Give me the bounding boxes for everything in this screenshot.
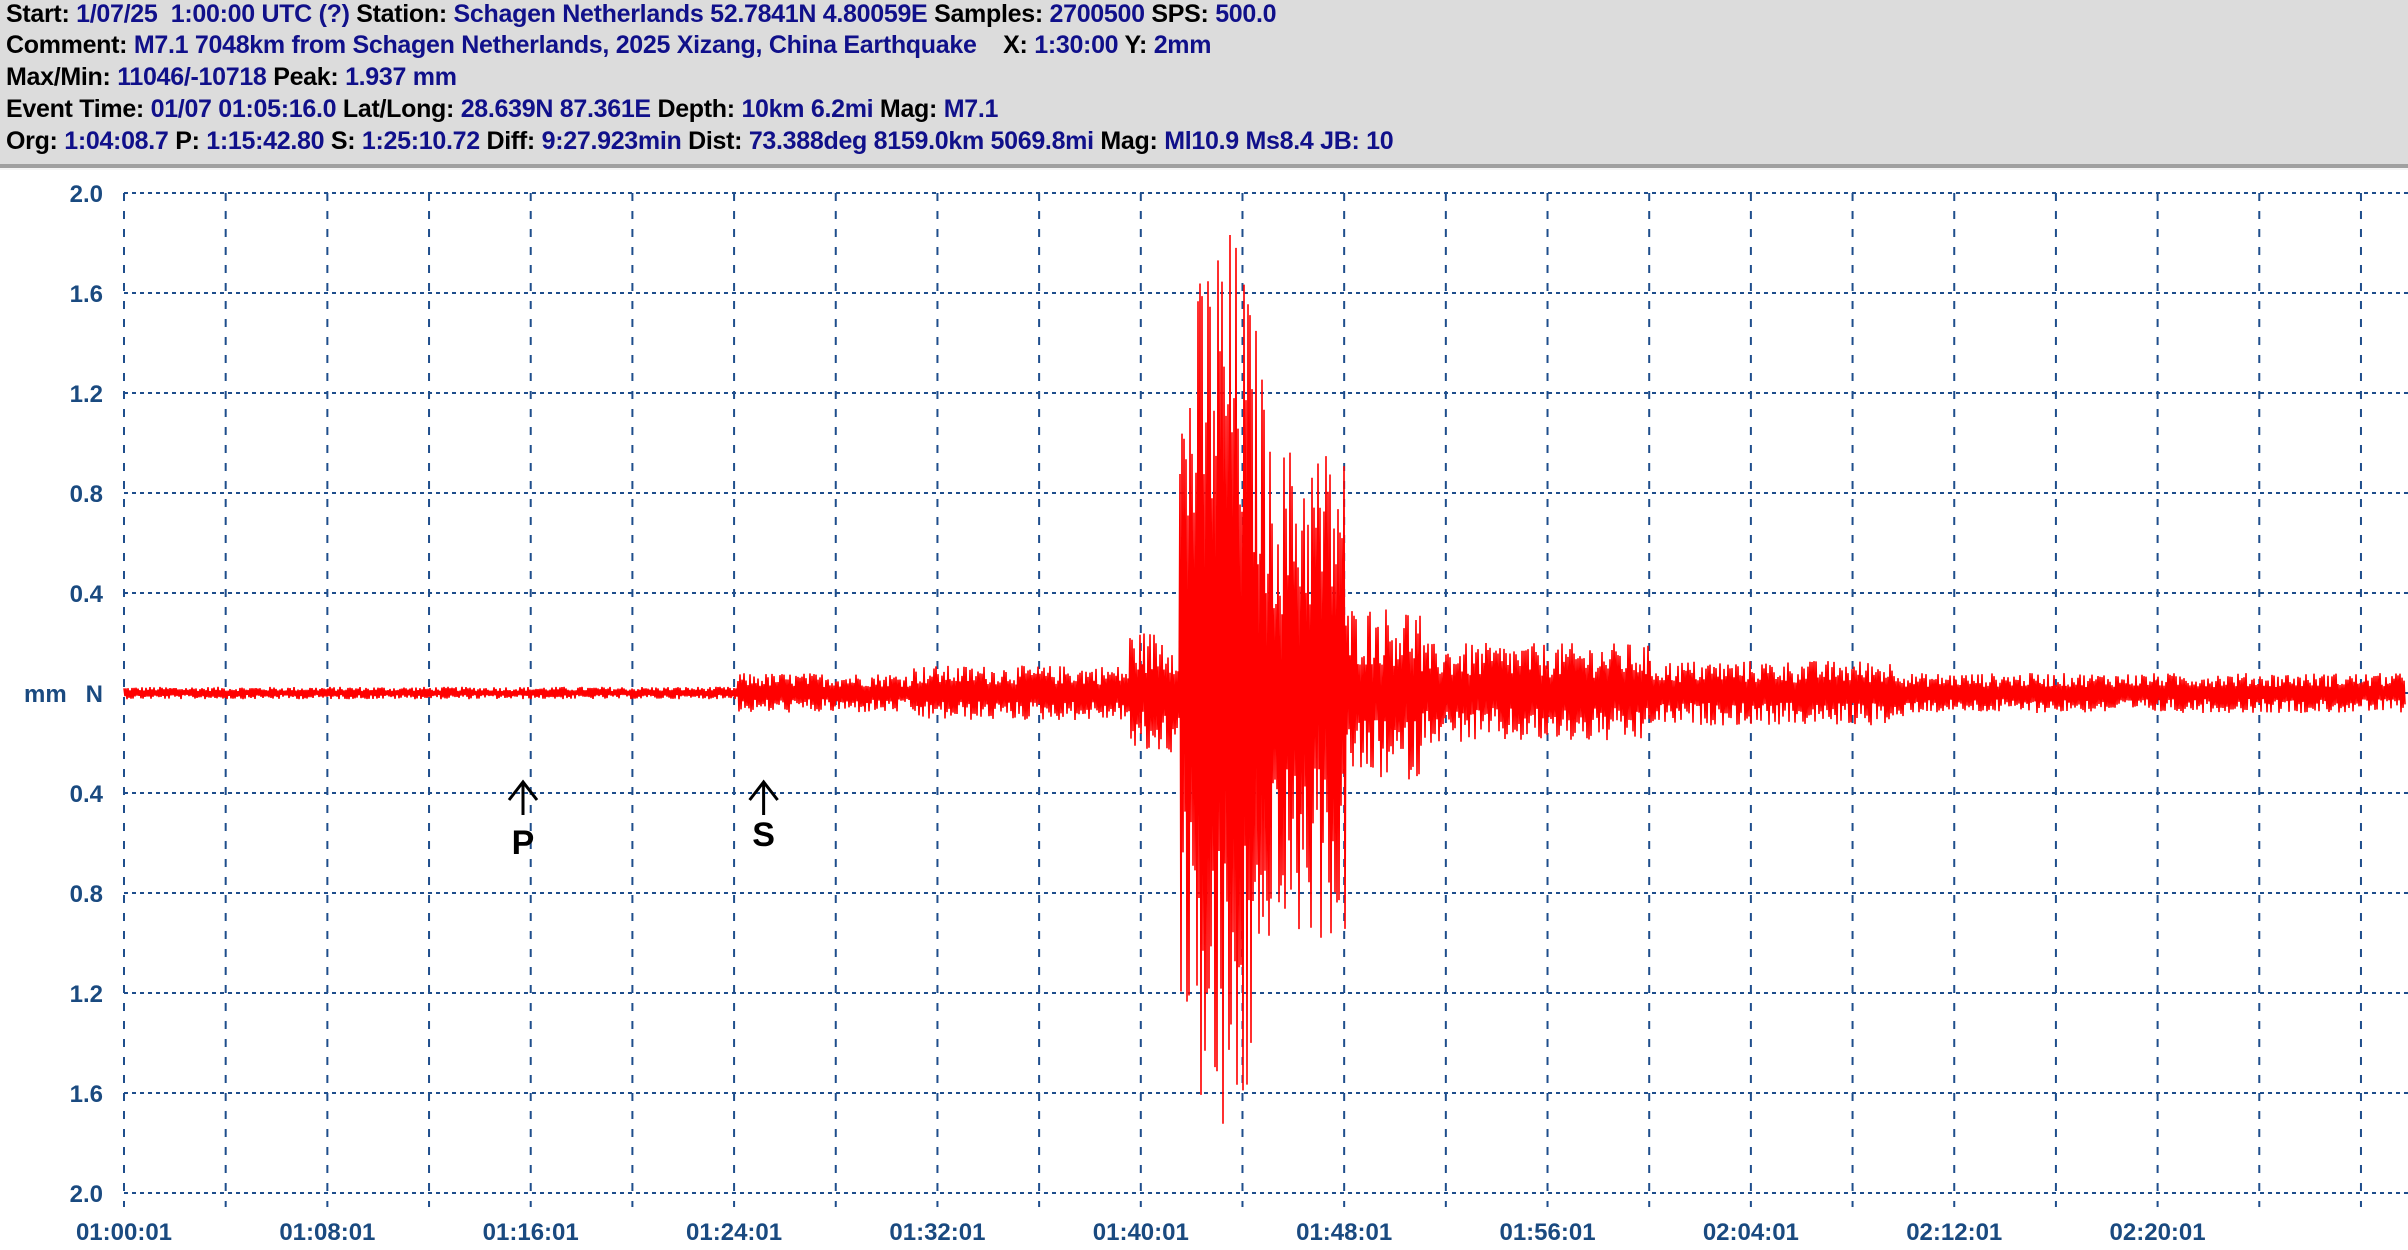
phase-label: S bbox=[752, 816, 775, 854]
header-label: Station: bbox=[349, 0, 454, 28]
phase-arrow-icon bbox=[507, 779, 539, 815]
header-value: 73.388deg 8159.0km 5069.8mi bbox=[748, 127, 1094, 155]
x-tick-label: 01:48:01 bbox=[1296, 1219, 1392, 1246]
x-tick-label: 01:16:01 bbox=[483, 1219, 579, 1246]
header-row-1: Start: 1/07/25 1:00:00 UTC (?) Station: … bbox=[6, 0, 1277, 29]
header-label: Y: bbox=[1118, 31, 1154, 59]
header-value: Ml10.9 Ms8.4 JB: 10 bbox=[1164, 127, 1394, 155]
header-value: 1/07/25 1:00:00 UTC (?) bbox=[76, 0, 350, 28]
y-axis: 2.0 1.6 1.2 0.8 0.4 N 0.4 0.8 1.2 1.6 2.0 mm bbox=[24, 181, 104, 1208]
header-label: Samples: bbox=[927, 0, 1050, 28]
header-row-3: Max/Min: 11046/-10718 Peak: 1.937 mm bbox=[6, 63, 457, 92]
header-label: Max/Min: bbox=[6, 63, 118, 91]
header-label: P: bbox=[168, 127, 207, 155]
y-tick-label: 1.6 bbox=[70, 1081, 103, 1108]
y-tick-label: 2.0 bbox=[70, 1181, 103, 1208]
header-value: 1.937 mm bbox=[345, 63, 457, 91]
x-tick-label: 02:12:01 bbox=[1906, 1219, 2002, 1246]
header-value: 1:30:00 bbox=[1034, 31, 1119, 59]
header-label: Mag: bbox=[873, 95, 944, 123]
x-tick-label: 01:40:01 bbox=[1093, 1219, 1189, 1246]
seismic-trace bbox=[123, 234, 2406, 1124]
x-tick-label: 02:20:01 bbox=[2110, 1219, 2206, 1246]
y-tick-label: 0.8 bbox=[70, 481, 103, 508]
y-tick-label: 1.2 bbox=[70, 381, 103, 408]
x-tick-label: 01:24:01 bbox=[686, 1219, 782, 1246]
header-label: Diff: bbox=[479, 127, 542, 155]
header-label: Mag: bbox=[1093, 127, 1165, 155]
header-value: Schagen Netherlands 52.7841N 4.80059E bbox=[453, 0, 928, 28]
x-tick-label: 02:04:01 bbox=[1703, 1219, 1799, 1246]
x-tick-label: 01:00:01 bbox=[76, 1219, 172, 1246]
header-value: 2700500 bbox=[1049, 0, 1146, 28]
header-label: Depth: bbox=[650, 95, 742, 123]
phase-label: P bbox=[512, 824, 535, 862]
phase-arrow-icon bbox=[748, 779, 779, 815]
header-row-4: Event Time: 01/07 01:05:16.0 Lat/Long: 2… bbox=[6, 95, 998, 124]
header-row-5: Org: 1:04:08.7 P: 1:15:42.80 S: 1:25:10.… bbox=[6, 127, 1394, 156]
header-row-2: Comment: M7.1 7048km from Schagen Nether… bbox=[6, 31, 1211, 60]
header-value: 2mm bbox=[1153, 31, 1212, 59]
header-label: Peak: bbox=[266, 63, 346, 91]
header-label: SPS: bbox=[1144, 0, 1216, 28]
header-value: 1:04:08.7 bbox=[64, 127, 169, 155]
y-tick-label: 0.8 bbox=[70, 881, 103, 908]
header-value: 1:15:42.80 bbox=[206, 127, 325, 155]
header-label: X: bbox=[976, 31, 1035, 59]
header-label: Lat/Long: bbox=[336, 95, 461, 123]
x-tick-label: 01:08:01 bbox=[279, 1219, 375, 1246]
y-tick-label: 2.0 bbox=[70, 181, 103, 208]
y-axis-label: mm bbox=[24, 681, 67, 708]
header-value: 28.639N 87.361E bbox=[460, 95, 651, 123]
header-label: S: bbox=[324, 127, 362, 155]
header-value: 9:27.923min bbox=[541, 127, 682, 155]
header-value: 11046/-10718 bbox=[117, 63, 267, 91]
header-value: 500.0 bbox=[1215, 0, 1277, 28]
x-tick-label: 01:32:01 bbox=[889, 1219, 985, 1246]
info-header: Start: 1/07/25 1:00:00 UTC (?) Station: … bbox=[0, 0, 2408, 168]
y-tick-label: 1.6 bbox=[70, 281, 103, 308]
header-value: 1:25:10.72 bbox=[361, 127, 480, 155]
y-tick-label: 1.2 bbox=[70, 981, 103, 1008]
header-label: Comment: bbox=[6, 31, 134, 59]
x-tick-label: 01:56:01 bbox=[1499, 1219, 1595, 1246]
x-axis: 01:00:01 01:08:01 01:16:01 01:24:01 01:32:01… bbox=[76, 1219, 2206, 1246]
header-value: M7.1 bbox=[943, 95, 999, 123]
header-label: Start: bbox=[6, 0, 77, 28]
header-label: Org: bbox=[6, 127, 65, 155]
y-tick-label: 0.4 bbox=[70, 781, 104, 808]
header-value: M7.1 7048km from Schagen Netherlands, 20… bbox=[133, 31, 977, 59]
y-tick-label: N bbox=[86, 681, 103, 708]
header-label: Dist: bbox=[681, 127, 749, 155]
y-tick-label: 0.4 bbox=[70, 581, 104, 608]
header-label: Event Time: bbox=[6, 95, 151, 123]
header-value: 10km 6.2mi bbox=[741, 95, 874, 123]
header-value: 01/07 01:05:16.0 bbox=[150, 95, 337, 123]
